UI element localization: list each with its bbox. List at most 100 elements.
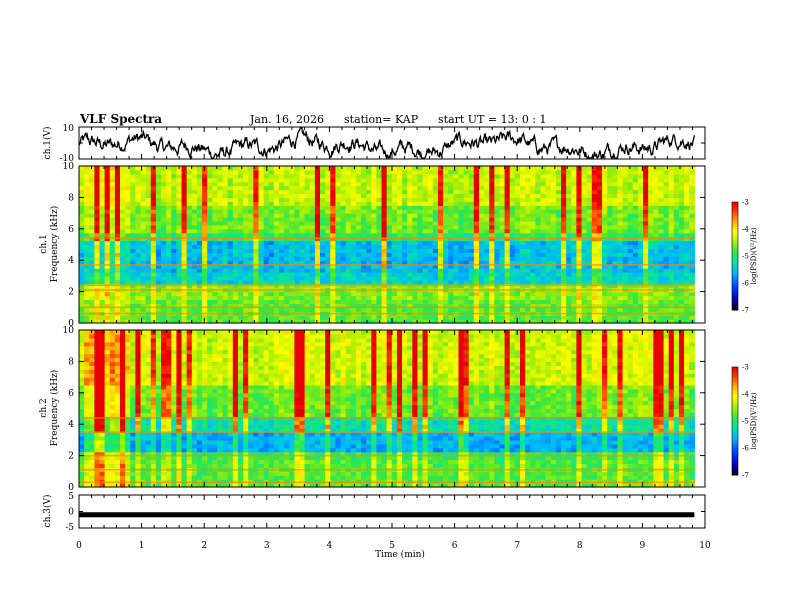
spectrogram-cell: [212, 220, 219, 226]
spectrogram-cell: [376, 315, 383, 320]
spectrogram-cell: [309, 299, 316, 304]
spectrogram-cell: [463, 248, 470, 253]
spectrogram-cell: [668, 185, 675, 191]
spectrogram-cell: [586, 271, 593, 277]
spectrogram-cell: [586, 189, 593, 195]
spectrogram-cell: [335, 248, 342, 253]
spectrogram-cell: [381, 315, 388, 320]
spectrogram-cell: [648, 295, 654, 301]
spectrogram-cell: [202, 307, 208, 312]
spectrogram-cell: [576, 232, 583, 238]
spectrogram-cell: [545, 268, 552, 273]
spectrogram-cell: [422, 177, 429, 183]
spectrogram-cell: [186, 201, 193, 206]
spectrogram-cell: [289, 173, 295, 179]
spectrogram-cell: [478, 268, 485, 273]
spectrogram-cell: [273, 177, 280, 183]
spectrogram-cell: [576, 315, 583, 320]
spectrogram-cell: [181, 217, 188, 222]
spectrogram-cell: [448, 315, 454, 320]
spectrogram-cell: [258, 279, 265, 285]
spectrogram-cell: [217, 166, 224, 171]
spectrogram-cell: [304, 193, 311, 198]
spectrogram-cell: [222, 217, 229, 222]
spectrogram-cell: [484, 193, 490, 198]
spectrogram-cell: [540, 303, 547, 308]
spectrogram-cell: [402, 189, 408, 195]
spectrogram-cell: [561, 299, 567, 304]
spectrogram-cell: [304, 181, 311, 187]
spectrogram-cell: [355, 279, 362, 285]
spectrogram-cell: [171, 307, 178, 312]
spectrogram-cell: [550, 264, 557, 269]
spectrogram-cell: [617, 240, 624, 246]
spectrogram-cell: [345, 264, 352, 269]
spectrogram-cell: [350, 279, 357, 285]
spectrogram-cell: [314, 228, 321, 234]
spectrogram-cell: [202, 169, 208, 175]
spectrogram-cell: [396, 240, 403, 246]
spectrogram-cell: [237, 264, 244, 269]
spectrogram-cell: [494, 252, 501, 257]
spectrogram-cell: [596, 166, 603, 171]
spectrogram-cell: [99, 228, 106, 234]
spectrogram-cell: [161, 197, 167, 202]
spectrogram-cell: [489, 275, 495, 281]
spectrogram-cell: [171, 271, 178, 277]
spectrogram-cell: [417, 217, 424, 222]
spectrogram-cell: [99, 220, 106, 226]
spectrogram-cell: [130, 197, 137, 202]
spectrogram-cell: [371, 193, 378, 198]
spectrogram-cell: [330, 169, 336, 175]
spectrogram-cell: [663, 193, 670, 198]
spectrogram-cell: [509, 213, 516, 218]
spectrogram-cell: [217, 240, 224, 246]
spectrogram-cell: [402, 291, 408, 297]
spectrogram-cell: [561, 169, 567, 175]
spectrogram-cell: [350, 315, 357, 320]
spectrogram-cell: [278, 299, 285, 304]
spectrogram-cell: [576, 248, 583, 253]
spectrogram-cell: [166, 248, 172, 253]
spectrogram-cell: [602, 220, 608, 226]
spectrogram-cell: [684, 189, 690, 195]
spectrogram-cell: [499, 228, 506, 234]
spectrogram-cell: [145, 244, 152, 250]
spectrogram-cell: [530, 228, 536, 234]
spectrogram-cell: [443, 271, 449, 277]
spectrogram-cell: [550, 291, 557, 297]
spectrogram-cell: [366, 275, 372, 281]
spectrogram-cell: [576, 166, 583, 171]
spectrogram-cell: [258, 169, 265, 175]
spectrogram-cell: [120, 228, 126, 234]
spectrogram-cell: [366, 224, 372, 230]
spectrogram-cell: [202, 217, 208, 222]
spectrogram-cell: [555, 291, 562, 297]
spectrogram-cell: [320, 185, 326, 191]
spectrogram-cell: [104, 181, 111, 187]
spectrogram-cell: [289, 232, 295, 238]
spectrogram-cell: [79, 303, 85, 308]
spectrogram-cell: [555, 205, 562, 210]
spectrogram-cell: [84, 193, 90, 198]
spectrogram-cell: [422, 248, 429, 253]
spectrogram-cell: [125, 295, 131, 301]
spectrogram-cell: [689, 271, 695, 277]
spectrogram-cell: [453, 228, 460, 234]
spectrogram-cell: [345, 315, 352, 320]
spectrogram-cell: [407, 185, 413, 191]
spectrogram-cell: [453, 275, 460, 281]
spectrogram-cell: [653, 185, 660, 191]
spectrogram-cell: [448, 264, 454, 269]
spectrogram-cell: [145, 228, 152, 234]
spectrogram-cell: [448, 224, 454, 230]
spectrogram-cell: [227, 185, 234, 191]
spectrogram-cell: [335, 177, 342, 183]
spectrogram-cell: [596, 260, 603, 265]
spectrogram-cell: [407, 197, 413, 202]
spectrogram-cell: [171, 232, 178, 238]
spectrogram-cell: [289, 189, 295, 195]
spectrogram-cell: [437, 252, 444, 257]
spectrogram-cell: [335, 279, 342, 285]
spectrogram-cell: [130, 271, 137, 277]
